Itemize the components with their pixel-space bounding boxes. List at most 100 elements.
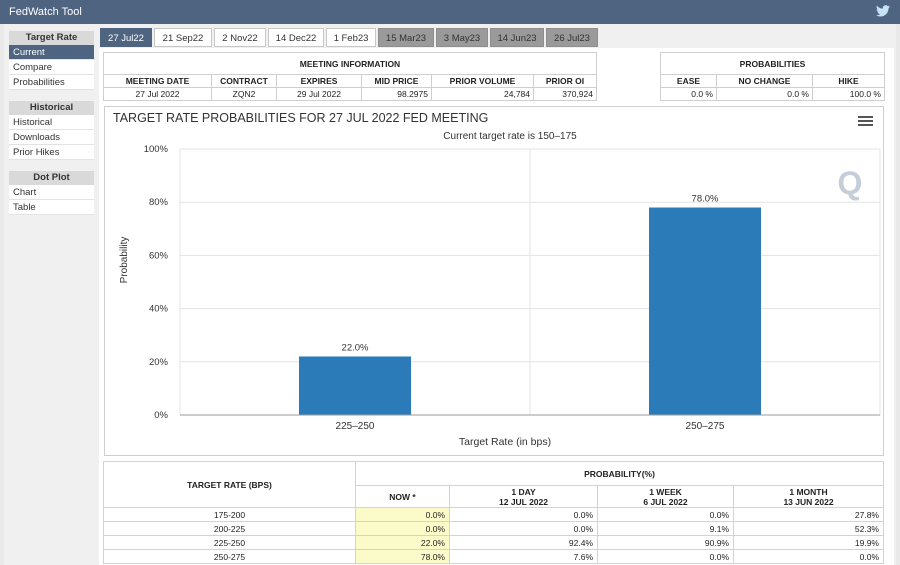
sidebar-group-header: Historical — [9, 101, 94, 115]
probabilities-col-0: EASE — [660, 74, 717, 88]
tab-meeting-4[interactable]: 1 Feb23 — [326, 28, 376, 47]
probabilities-value: 100.0 % — [812, 87, 885, 101]
probability-cell: 0.0% — [733, 549, 884, 564]
meeting-info-value: 29 Jul 2022 — [276, 87, 362, 101]
probabilities-value: 0.0 % — [660, 87, 717, 101]
probability-cell: 0.0% — [449, 507, 598, 522]
y-tick-label: 100% — [144, 144, 169, 155]
meeting-info-value: 98.2975 — [361, 87, 432, 101]
probability-header: PROBABILITY(%) — [355, 461, 884, 486]
twitter-bird-icon[interactable] — [876, 5, 890, 19]
meeting-info-col-3: MID PRICE — [361, 74, 432, 88]
meeting-info-col-4: PRIOR VOLUME — [431, 74, 534, 88]
sidebar-item-probabilities[interactable]: Probabilities — [9, 75, 94, 90]
x-axis-label: Target Rate (in bps) — [459, 436, 551, 448]
hamburger-menu-icon[interactable] — [858, 116, 873, 128]
subheader-line1: 1 WEEK — [649, 486, 682, 497]
probability-cell: 52.3% — [733, 521, 884, 536]
sidebar-item-historical[interactable]: Historical — [9, 115, 94, 130]
tab-meeting-1[interactable]: 21 Sep22 — [154, 28, 212, 47]
meeting-info-value: 27 Jul 2022 — [103, 87, 212, 101]
sidebar-item-table[interactable]: Table — [9, 200, 94, 215]
x-tick-label: 250–275 — [686, 421, 725, 432]
probability-cell: 0.0% — [355, 521, 450, 536]
y-tick-label: 0% — [154, 410, 168, 421]
tab-meeting-3[interactable]: 14 Dec22 — [268, 28, 324, 47]
probability-subheader-0: NOW * — [355, 485, 450, 508]
table-row: 250-275 78.0% 7.6% 0.0% 0.0% — [103, 549, 884, 564]
meeting-info-value: 370,924 — [533, 87, 597, 101]
probability-cell: 19.9% — [733, 535, 884, 550]
subheader-line1: 1 MONTH — [789, 486, 828, 497]
probabilities-table: PROBABILITIES EASE NO CHANGE HIKE 0.0 % 0.0… — [660, 52, 885, 101]
probabilities-header: PROBABILITIES — [660, 52, 885, 75]
subheader-line2: 13 JUN 2022 — [783, 496, 834, 507]
y-axis-label: Probability — [119, 237, 130, 284]
table-row: 200-225 0.0% 0.0% 9.1% 52.3% — [103, 521, 884, 536]
meeting-info-value: ZQN2 — [211, 87, 277, 101]
probability-subheader-3: 1 MONTH 13 JUN 2022 — [733, 485, 884, 508]
bar-1[interactable] — [649, 207, 761, 415]
subheader-line1: NOW * — [389, 491, 416, 502]
bar-0[interactable] — [299, 356, 411, 415]
bar-value-label: 22.0% — [342, 342, 369, 353]
subheader-line2: 6 JUL 2022 — [643, 496, 688, 507]
app-titlebar: FedWatch Tool — [0, 0, 900, 24]
sidebar-group-header: Dot Plot — [9, 171, 94, 185]
chart-container: TARGET RATE PROBABILITIES FOR 27 JUL 202… — [104, 106, 884, 456]
x-tick-label: 225–250 — [336, 421, 375, 432]
table-row: 225-250 22.0% 92.4% 90.9% 19.9% — [103, 535, 884, 550]
probabilities-col-1: NO CHANGE — [716, 74, 813, 88]
probability-cell: 78.0% — [355, 549, 450, 564]
sidebar-item-compare[interactable]: Compare — [9, 60, 94, 75]
probability-cell: 0.0% — [355, 507, 450, 522]
tab-meeting-2[interactable]: 2 Nov22 — [214, 28, 266, 47]
probability-cell: 0.0% — [597, 549, 734, 564]
meeting-info-col-0: MEETING DATE — [103, 74, 212, 88]
probability-cell: 92.4% — [449, 535, 598, 550]
probability-cell: 22.0% — [355, 535, 450, 550]
y-tick-label: 80% — [149, 197, 169, 208]
meeting-info-table: MEETING INFORMATION MEETING DATE CONTRACT… — [103, 52, 597, 101]
meeting-info-col-1: CONTRACT — [211, 74, 277, 88]
sidebar-gap — [9, 90, 94, 99]
probability-table: TARGET RATE (BPS) PROBABILITY(%) NOW * 1 … — [103, 461, 884, 564]
target-rate-header: TARGET RATE (BPS) — [103, 461, 356, 508]
subheader-line1: 1 DAY — [511, 486, 536, 497]
probability-subheader-1: 1 DAY 12 JUL 2022 — [449, 485, 598, 508]
chart-title: TARGET RATE PROBABILITIES FOR 27 JUL 202… — [113, 111, 488, 125]
probabilities-value: 0.0 % — [716, 87, 813, 101]
sidebar-item-current[interactable]: Current — [9, 45, 94, 60]
bar-chart: TARGET RATE PROBABILITIES FOR 27 JUL 202… — [113, 111, 881, 448]
meeting-info-header: MEETING INFORMATION — [103, 52, 597, 75]
target-rate-cell: 175-200 — [103, 507, 356, 522]
sidebar-group-header: Target Rate — [9, 31, 94, 45]
sidebar-item-downloads[interactable]: Downloads — [9, 130, 94, 145]
app-title: FedWatch Tool — [9, 6, 82, 18]
tab-meeting-0[interactable]: 27 Jul22 — [100, 28, 152, 47]
probability-cell: 7.6% — [449, 549, 598, 564]
y-tick-label: 40% — [149, 304, 169, 315]
tab-meeting-8[interactable]: 26 Jul23 — [546, 28, 598, 47]
target-rate-cell: 200-225 — [103, 521, 356, 536]
tab-meeting-5[interactable]: 15 Mar23 — [378, 28, 434, 47]
y-tick-label: 20% — [149, 357, 169, 368]
sidebar: Target Rate Current Compare Probabilities Hi… — [9, 29, 94, 215]
sidebar-item-chart[interactable]: Chart — [9, 185, 94, 200]
sidebar-gap — [9, 160, 94, 169]
probability-cell: 90.9% — [597, 535, 734, 550]
meeting-info-col-2: EXPIRES — [276, 74, 362, 88]
meeting-info-col-5: PRIOR OI — [533, 74, 597, 88]
cme-q-logo: Q — [838, 165, 863, 201]
sidebar-item-prior-hikes[interactable]: Prior Hikes — [9, 145, 94, 160]
probability-subheader-2: 1 WEEK 6 JUL 2022 — [597, 485, 734, 508]
probability-cell: 0.0% — [449, 521, 598, 536]
target-rate-cell: 250-275 — [103, 549, 356, 564]
tab-meeting-6[interactable]: 3 May23 — [436, 28, 488, 47]
subheader-line2: 12 JUL 2022 — [499, 496, 548, 507]
probability-cell: 27.8% — [733, 507, 884, 522]
table-row: 175-200 0.0% 0.0% 0.0% 27.8% — [103, 507, 884, 522]
y-tick-label: 60% — [149, 250, 169, 261]
probability-cell: 9.1% — [597, 521, 734, 536]
tab-meeting-7[interactable]: 14 Jun23 — [490, 28, 544, 47]
